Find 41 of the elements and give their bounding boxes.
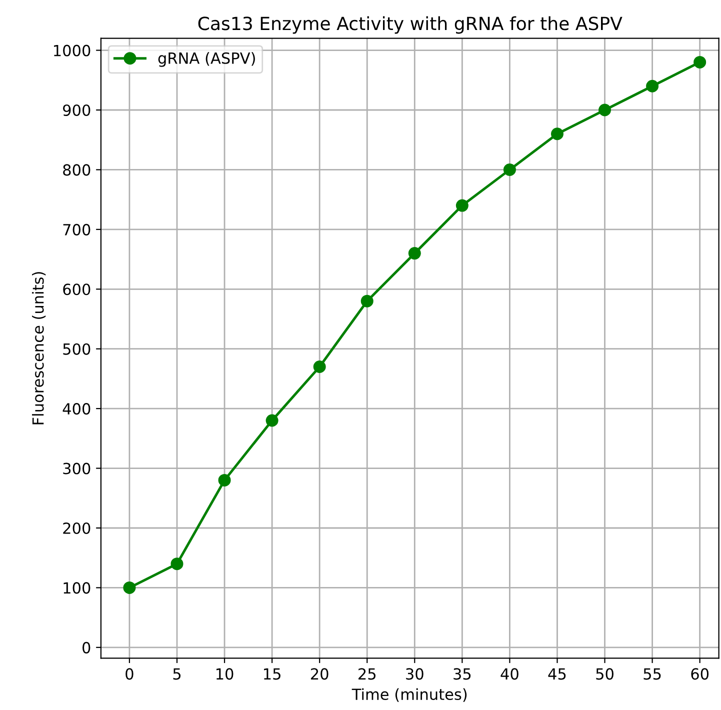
y-tick-label: 600 — [63, 284, 90, 296]
point — [598, 104, 612, 116]
legend-label: gRNA (ASPV) — [158, 52, 255, 67]
chart-title: Cas13 Enzyme Activity with gRNA for the ASPV — [198, 16, 622, 34]
x-tick-label: 10 — [216, 668, 234, 680]
x-tick-label: 50 — [596, 668, 614, 680]
y-tick-label: 500 — [63, 343, 90, 355]
point — [408, 247, 421, 260]
point — [503, 163, 516, 176]
x-tick-label: 55 — [644, 668, 661, 680]
point — [694, 56, 706, 68]
x-tick-label: 40 — [500, 668, 518, 680]
x-tick-label: 25 — [358, 668, 376, 680]
point — [313, 360, 326, 374]
point — [550, 128, 564, 140]
y-tick-label: 0 — [82, 642, 90, 654]
point — [646, 80, 659, 92]
x-tick-label: 20 — [310, 668, 328, 680]
point — [218, 474, 231, 486]
x-axis-title: Time (minutes) — [352, 688, 467, 702]
y-tick-label: 800 — [63, 164, 90, 176]
point — [456, 199, 468, 212]
x-tick-label: 5 — [173, 668, 181, 680]
x-tick-label: 0 — [126, 668, 134, 680]
y-tick-label: 1000 — [54, 44, 90, 56]
point — [170, 558, 184, 570]
y-axis-title: Fluorescence (units) — [32, 272, 46, 424]
y-tick-label: 700 — [63, 224, 90, 236]
y-tick-label: 400 — [62, 403, 90, 415]
x-tick-label: 15 — [264, 668, 280, 680]
x-tick-label: 35 — [454, 668, 471, 680]
point — [123, 581, 136, 594]
x-tick-label: 30 — [406, 668, 424, 680]
y-tick-label: 900 — [63, 104, 90, 116]
point — [360, 294, 374, 308]
y-tick-label: 100 — [64, 582, 90, 594]
x-tick-label: 45 — [548, 668, 566, 680]
x-tick-label: 60 — [691, 668, 709, 680]
y-tick-label: 200 — [63, 522, 90, 534]
point — [266, 414, 278, 427]
y-tick-label: 300 — [63, 462, 90, 474]
